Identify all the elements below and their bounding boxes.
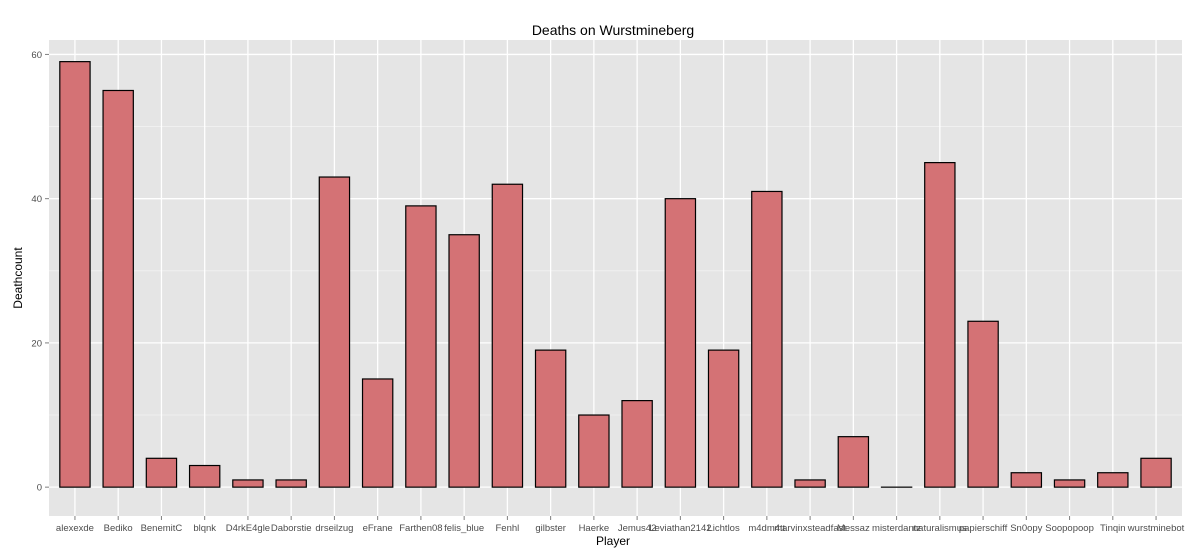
- plot-panel: [49, 40, 1182, 516]
- x-tick-label: Tinqin: [1100, 523, 1126, 534]
- bar-benemitc: [145, 457, 178, 488]
- x-tick-label: eFrane: [363, 523, 393, 534]
- x-tick-label: BenemitC: [141, 523, 183, 534]
- bar-marvinxsteadfast: [794, 479, 826, 488]
- chart-title: Deaths on Wurstmineberg: [532, 22, 694, 38]
- bar-tinqin: [1097, 472, 1129, 488]
- x-tick-label: Farthen08: [399, 523, 442, 534]
- bar-efrane: [361, 378, 394, 488]
- x-tick-label: drseilzug: [315, 523, 353, 534]
- bar-haerke: [578, 414, 610, 488]
- x-tick-label: marvinxsteadfast: [774, 523, 846, 534]
- bar-drseilzug: [318, 176, 351, 488]
- x-tick-label: felis_blue: [444, 523, 484, 534]
- bar-farthen08: [405, 205, 437, 488]
- x-tick-label: Messaz: [837, 523, 870, 534]
- x-tick-label: gilbster: [535, 523, 566, 534]
- bar-lichtlos: [707, 349, 740, 488]
- x-tick-label: misterdantz: [872, 523, 921, 534]
- bar-daborstie: [275, 479, 307, 488]
- bar-alexexde: [59, 61, 91, 488]
- bar-sn0opy: [1010, 472, 1043, 488]
- x-tick-label: m4dm4tt: [748, 523, 785, 534]
- y-tick-label: 60: [31, 50, 42, 61]
- bar-fenhl: [491, 183, 524, 488]
- x-tick-label: Bediko: [104, 523, 133, 534]
- x-tick-label: Leviathan2142: [649, 523, 711, 534]
- x-tick-label: wurstminebot: [1127, 523, 1185, 534]
- x-axis-ticks: alexexde Bediko BenemitC blqnk D4rkE4gle Dabo…: [56, 516, 1185, 534]
- x-tick-label: alexexde: [56, 523, 94, 534]
- bar-soopopoop: [1053, 479, 1086, 488]
- x-tick-label: Soopopoop: [1045, 523, 1094, 534]
- bar-blqnk: [188, 464, 221, 488]
- x-tick-label: Lichtlos: [708, 523, 740, 534]
- bar-papierschiff: [967, 320, 999, 488]
- bar-naturalismus: [924, 162, 956, 488]
- bar-bediko: [102, 89, 134, 488]
- x-tick-label: naturalismus: [913, 523, 967, 534]
- bar-leviathan2142: [664, 198, 697, 488]
- bar-wurstminebot: [1140, 457, 1172, 488]
- y-tick-label: 40: [31, 194, 42, 205]
- x-axis-title: Player: [596, 534, 630, 548]
- y-tick-label: 20: [31, 338, 42, 349]
- bar-jemus42: [621, 400, 653, 488]
- x-tick-label: Daborstie: [271, 523, 312, 534]
- x-tick-label: Fenhl: [496, 523, 520, 534]
- x-tick-label: Jemus42: [618, 523, 657, 534]
- bar-felis-blue: [448, 234, 480, 488]
- x-tick-label: papierschiff: [959, 523, 1008, 534]
- bar-m4dm4tt: [751, 190, 783, 488]
- x-tick-label: Haerke: [579, 523, 610, 534]
- bar-gilbster: [534, 349, 567, 488]
- bar-d4rke4gle: [232, 479, 264, 488]
- x-tick-label: Sn0opy: [1010, 523, 1042, 534]
- y-tick-label: 0: [37, 483, 42, 494]
- bar-messaz: [837, 436, 870, 488]
- x-tick-label: blqnk: [193, 523, 216, 534]
- y-axis-title: Deathcount: [11, 247, 25, 309]
- x-tick-label: D4rkE4gle: [226, 523, 270, 534]
- bars: [59, 61, 1172, 488]
- y-axis-ticks: 0 20 40 60: [31, 50, 49, 494]
